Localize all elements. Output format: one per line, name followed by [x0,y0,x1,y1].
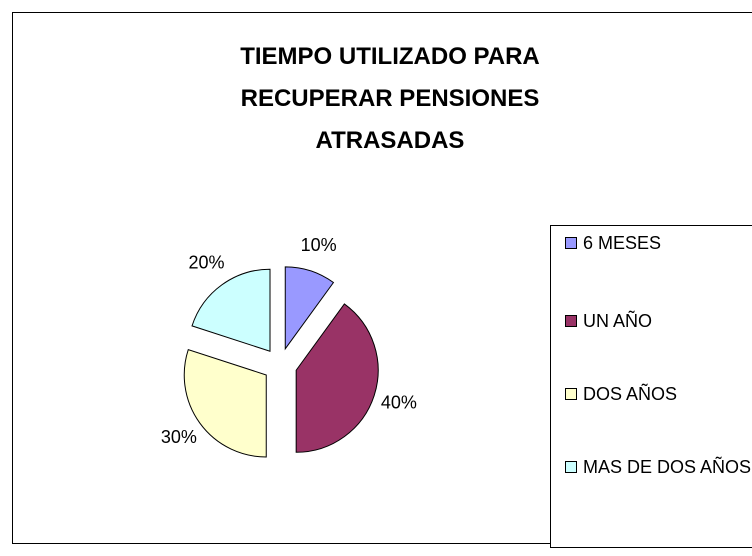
legend-swatch [565,237,577,249]
legend-label: MAS DE DOS AÑOS [583,457,752,477]
legend-box [550,225,752,548]
legend-label: UN AÑO [583,311,653,331]
pie-slice [183,349,267,458]
legend-label: 6 MESES [583,233,662,253]
chart-title: TIEMPO UTILIZADO PARA RECUPERAR PENSIONE… [240,43,540,154]
chart-border [12,12,752,544]
legend-swatch [565,388,577,400]
legend-swatch [565,461,577,473]
data-label: 20% [189,253,225,273]
data-label: 40% [381,392,417,412]
legend-swatch [565,315,577,327]
pie-slice [295,303,379,453]
legend-label: DOS AÑOS [583,384,678,404]
pie-slice [284,266,335,351]
data-label: 10% [301,235,337,255]
pie-slice [191,268,271,352]
data-label: 30% [161,427,197,447]
